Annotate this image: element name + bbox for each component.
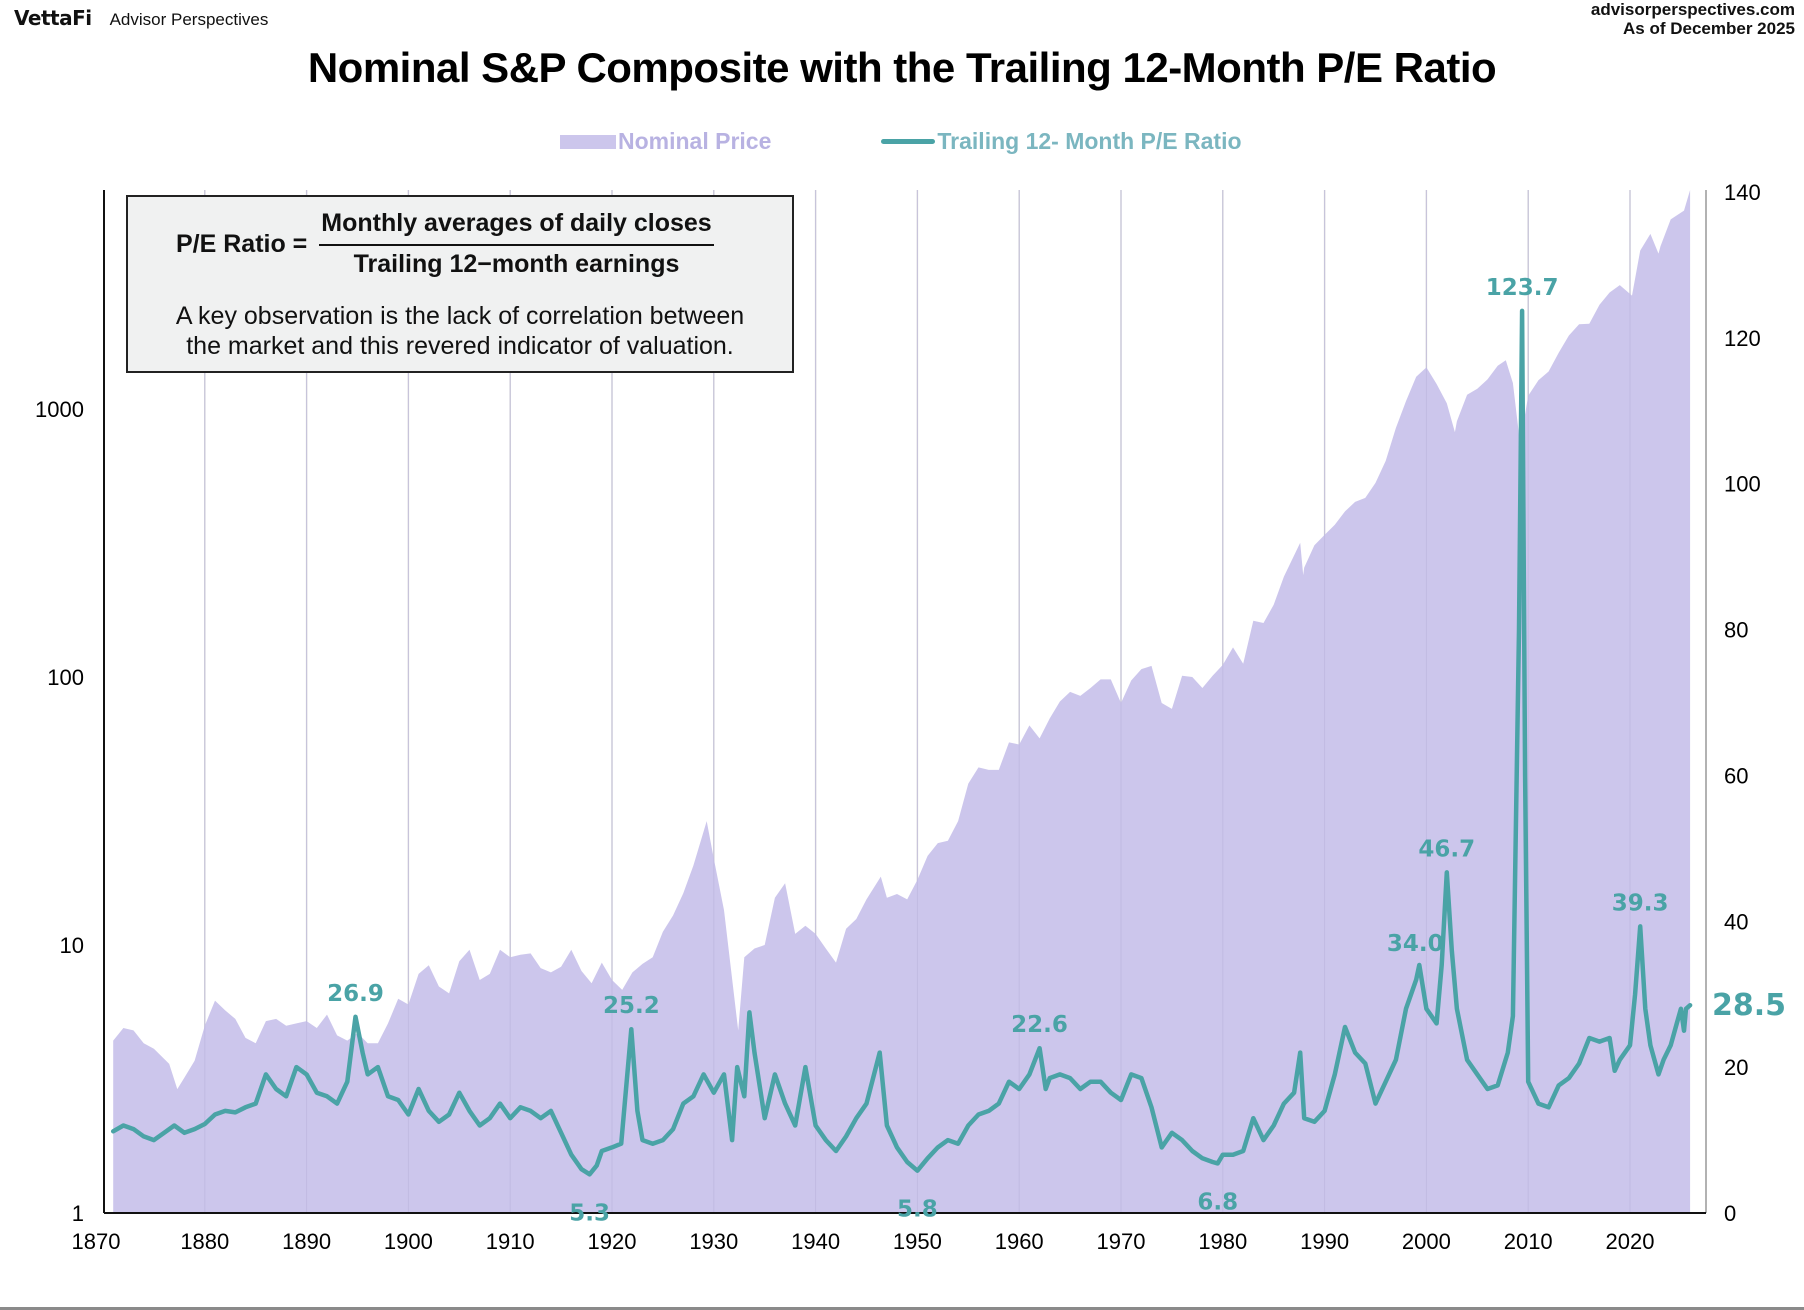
observation-line-1: A key observation is the lack of correla… — [175, 302, 745, 330]
legend-swatch-pe — [881, 139, 936, 144]
pe-annotation: 6.8 — [1197, 1189, 1238, 1215]
formula-numerator: Monthly averages of daily closes — [319, 209, 714, 246]
y-left-tick-label: 100 — [47, 665, 84, 690]
pe-annotation: 5.8 — [897, 1197, 938, 1223]
brand-header: VettaFi Advisor Perspectives — [14, 6, 268, 30]
formula-lhs: P/E Ratio = — [176, 229, 308, 258]
pe-formula: P/E Ratio = Monthly averages of daily cl… — [176, 209, 714, 279]
formula-fraction: Monthly averages of daily closes Trailin… — [319, 209, 714, 279]
x-tick-label: 2010 — [1504, 1229, 1553, 1254]
x-tick-label: 1880 — [180, 1229, 229, 1254]
x-tick-label: 1960 — [995, 1229, 1044, 1254]
x-tick-label: 1900 — [384, 1229, 433, 1254]
y-left-axis-ticks: 1 10 100 1000 — [35, 397, 84, 1226]
y-left-tick-label: 1 — [72, 1201, 84, 1226]
pe-annotation: 28.5 — [1712, 988, 1786, 1023]
x-tick-label: 1970 — [1097, 1229, 1146, 1254]
pe-annotation: 39.3 — [1612, 890, 1669, 916]
pe-annotation: 5.3 — [569, 1200, 610, 1226]
formula-denominator: Trailing 12−month earnings — [353, 250, 680, 278]
as-of-date: As of December 2025 — [1623, 19, 1795, 38]
pe-annotation: 34.0 — [1387, 931, 1444, 957]
brand-name: Advisor Perspectives — [109, 10, 269, 29]
x-tick-label: 2000 — [1402, 1229, 1451, 1254]
y-left-tick-label: 1000 — [35, 397, 84, 422]
x-tick-label: 1920 — [588, 1229, 637, 1254]
y-right-tick-label: 60 — [1724, 763, 1748, 788]
y-right-tick-label: 80 — [1724, 618, 1748, 643]
legend: Nominal Price Trailing 12- Month P/E Rat… — [560, 128, 1352, 155]
y-right-tick-label: 20 — [1724, 1055, 1748, 1080]
y-right-tick-label: 120 — [1724, 326, 1761, 351]
x-tick-label: 1940 — [791, 1229, 840, 1254]
x-tick-label: 1890 — [282, 1229, 331, 1254]
bottom-rule — [0, 1307, 1804, 1310]
x-tick-label: 1990 — [1300, 1229, 1349, 1254]
y-right-tick-label: 100 — [1724, 472, 1761, 497]
price-area — [113, 190, 1691, 1213]
annotations: 26.9 25.2 5.3 5.8 22.6 6.8 34.0 46.7 123.7 39.3 28… — [327, 275, 1786, 1226]
x-tick-label: 1980 — [1198, 1229, 1247, 1254]
legend-item-price: Nominal Price — [560, 128, 771, 155]
y-right-tick-label: 140 — [1724, 180, 1761, 205]
legend-label-pe: Trailing 12- Month P/E Ratio — [937, 128, 1242, 154]
x-axis-ticks: 1870 1880 1890 1900 1910 1920 1930 1940 1950 1960… — [72, 1229, 1655, 1254]
pe-annotation: 26.9 — [327, 981, 384, 1007]
legend-label-price: Nominal Price — [618, 128, 772, 154]
pe-annotation: 25.2 — [603, 993, 660, 1019]
chart-title: Nominal S&P Composite with the Trailing … — [307, 44, 1497, 91]
observation-line-2: the market and this revered indicator of… — [186, 332, 734, 360]
y-left-tick-label: 10 — [60, 933, 84, 958]
x-tick-label: 1930 — [689, 1229, 738, 1254]
y-right-tick-label: 40 — [1724, 909, 1748, 934]
x-tick-label: 1950 — [893, 1229, 942, 1254]
x-tick-label: 1870 — [72, 1229, 121, 1254]
pe-definition-box: P/E Ratio = Monthly averages of daily cl… — [126, 195, 794, 373]
pe-annotation: 22.6 — [1011, 1012, 1068, 1038]
y-right-tick-label: 0 — [1724, 1201, 1736, 1226]
pe-annotation: 123.7 — [1486, 275, 1559, 301]
observation-note: A key observation is the lack of correla… — [128, 301, 792, 361]
pe-ratio-line — [110, 308, 1693, 1177]
pe-annotation: 46.7 — [1418, 836, 1475, 862]
legend-swatch-price — [560, 134, 616, 149]
x-tick-label: 1910 — [486, 1229, 535, 1254]
legend-item-pe: Trailing 12- Month P/E Ratio — [881, 128, 1242, 155]
source-site: advisorperspectives.com — [1590, 0, 1795, 19]
source-block: advisorperspectives.com As of December 2… — [1591, 0, 1795, 38]
x-tick-label: 2020 — [1606, 1229, 1655, 1254]
y-right-axis-ticks: 0 20 40 60 80 100 120 140 — [1724, 180, 1761, 1226]
vettafi-logo: VettaFi — [14, 6, 92, 30]
